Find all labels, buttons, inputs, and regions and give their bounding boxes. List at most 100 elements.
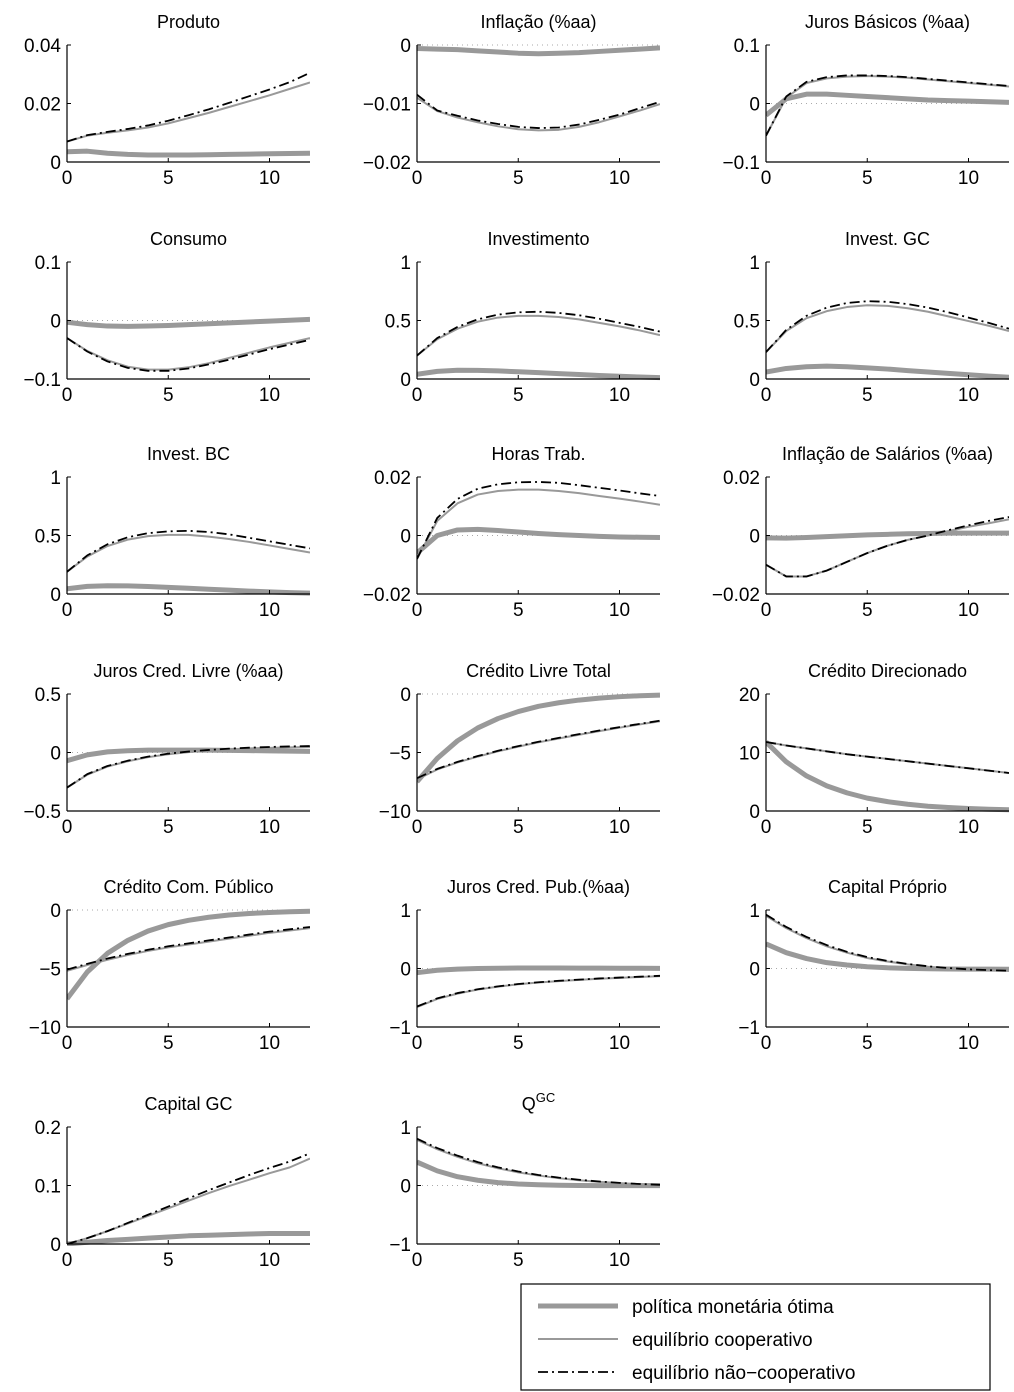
y-tick-label: −0.1 [23,370,61,391]
panel-title: Juros Básicos (%aa) [805,12,970,32]
x-tick-label: 5 [163,817,174,838]
x-tick-label: 5 [513,1033,524,1054]
y-tick-label: 0 [749,370,760,391]
x-tick-label: 0 [761,600,772,621]
y-tick-label: 0 [400,960,411,981]
series-line-otima [766,941,1009,972]
y-tick-label: 0.02 [723,468,760,489]
series-line-otima [67,583,310,596]
panel-curves [766,740,1009,813]
y-tick-label: 0.1 [35,1177,61,1198]
series-line-cooperativo [766,914,1009,972]
x-tick-label: 10 [259,817,280,838]
x-tick-label: 10 [958,817,979,838]
y-tick-label: 0.02 [24,95,61,116]
x-tick-label: 0 [412,385,423,406]
x-tick-label: 0 [62,1250,73,1271]
series-line-cooperativo [766,518,1009,578]
x-tick-label: 5 [513,168,524,189]
panel-curves [417,1137,660,1189]
x-tick-label: 10 [609,817,630,838]
series-line-cooperativo [67,927,310,972]
x-tick-label: 0 [761,168,772,189]
x-tick-label: 10 [609,385,630,406]
series-line-otima [417,965,660,976]
y-tick-label: −0.5 [23,802,61,823]
series-line-nao-cooperativo [417,481,660,560]
panel-title: Invest. BC [147,444,230,464]
y-tick-label: 0 [50,153,61,174]
y-tick-label: 0 [50,585,61,606]
x-tick-label: 10 [609,1250,630,1271]
panel-title: Crédito Livre Total [466,661,611,681]
series-line-otima [766,530,1009,541]
x-tick-label: 10 [958,600,979,621]
series-line-nao-cooperativo [417,719,660,780]
panel-1: 0 5 10 −0.02 −0.01 0 Inflação (%aa) [363,12,660,189]
x-tick-label: 10 [259,168,280,189]
series-line-otima [417,367,660,381]
series-line-nao-cooperativo [67,337,310,372]
y-tick-label: −10 [379,802,411,823]
series-line-otima [417,45,660,57]
series-line-otima [67,747,310,764]
panel-curves [417,692,660,784]
panel-title: QGC [522,1090,556,1114]
y-tick-label: 1 [400,901,411,922]
y-tick-label: 0.5 [35,685,61,706]
series-line-otima [766,363,1009,380]
x-tick-label: 5 [163,168,174,189]
y-tick-label: 1 [400,1118,411,1139]
x-tick-label: 10 [259,1250,280,1271]
y-tick-label: 20 [739,685,760,706]
x-tick-label: 10 [259,385,280,406]
x-tick-label: 10 [958,168,979,189]
series-line-cooperativo [67,337,310,371]
series-line-nao-cooperativo [766,300,1009,353]
panel-curves [67,71,310,158]
y-tick-label: 0 [50,901,61,922]
panel-curves [766,913,1009,972]
panel-curves [417,310,660,381]
series-line-nao-cooperativo [67,745,310,789]
y-tick-label: 0.02 [374,468,411,489]
y-tick-label: −1 [389,1235,411,1256]
series-line-otima [67,148,310,158]
series-line-nao-cooperativo [766,74,1009,137]
x-tick-label: 0 [62,817,73,838]
series-line-cooperativo [67,533,310,573]
panel-title: Juros Cred. Livre (%aa) [93,661,283,681]
y-tick-label: 0 [400,36,411,57]
panel-title: Consumo [150,229,227,249]
y-tick-label: −1 [389,1018,411,1039]
y-tick-label: −0.02 [363,153,411,174]
series-line-cooperativo [766,304,1009,353]
x-tick-label: 10 [609,600,630,621]
panel-title: Capital GC [144,1094,232,1114]
x-tick-label: 5 [163,385,174,406]
series-line-otima [766,91,1009,118]
x-tick-label: 5 [862,600,873,621]
series-line-cooperativo [766,75,1009,137]
y-tick-label: 0.5 [734,312,760,333]
y-tick-label: −0.1 [722,153,760,174]
x-tick-label: 0 [761,1033,772,1054]
panel-curves [67,316,310,372]
y-tick-label: 1 [749,901,760,922]
y-tick-label: 0.04 [24,36,61,57]
x-tick-label: 5 [163,600,174,621]
y-tick-label: 0 [50,1235,61,1256]
series-line-otima [417,1159,660,1189]
x-tick-label: 10 [259,600,280,621]
x-tick-label: 5 [163,1033,174,1054]
panel-title: Juros Cred. Pub.(%aa) [447,877,630,897]
x-tick-label: 5 [862,1033,873,1054]
x-tick-label: 5 [513,385,524,406]
y-tick-label: 0.2 [35,1118,61,1139]
y-tick-label: 0 [749,802,760,823]
